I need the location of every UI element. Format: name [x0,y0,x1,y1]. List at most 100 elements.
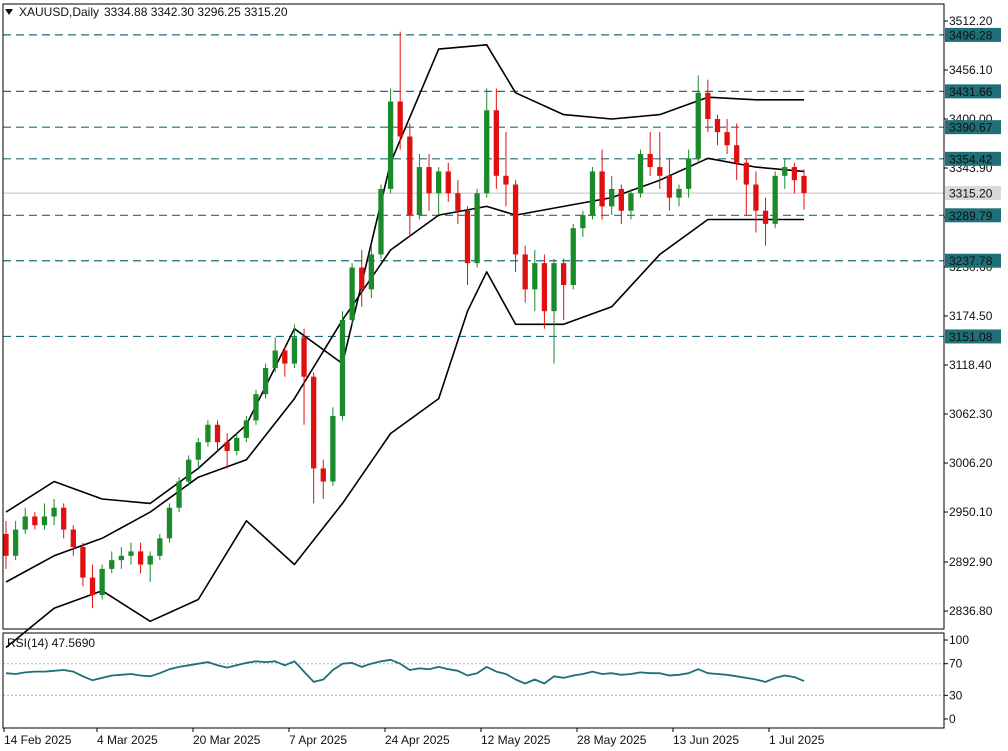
candle[interactable] [397,31,403,150]
candle[interactable] [445,162,451,203]
candle[interactable] [416,153,423,220]
candle[interactable] [666,158,673,211]
candle[interactable] [186,455,192,486]
candle[interactable] [512,180,519,272]
candle[interactable] [291,324,298,368]
candle[interactable] [637,149,644,198]
candle[interactable] [272,337,278,373]
candle[interactable] [762,197,769,246]
candle[interactable] [772,171,778,229]
candle[interactable] [51,499,57,526]
candle[interactable] [224,433,230,469]
candle[interactable] [609,175,615,216]
candle-body [99,568,105,596]
candle[interactable] [109,551,115,574]
candle[interactable] [205,420,211,447]
candle-body [484,110,490,194]
candle[interactable] [484,88,490,198]
candle-body [22,516,28,530]
candle[interactable] [734,123,740,181]
candle-body [157,538,163,556]
candle[interactable] [80,542,86,587]
candle[interactable] [214,420,221,451]
candle[interactable] [387,88,394,194]
candle[interactable] [532,250,538,312]
candle[interactable] [426,153,432,211]
candle[interactable] [522,245,528,303]
candle[interactable] [580,210,586,237]
candle[interactable] [714,114,721,146]
candle[interactable] [99,564,105,600]
candle[interactable] [3,520,9,569]
dropdown-triangle-icon[interactable] [5,9,13,15]
candle[interactable] [368,245,374,299]
candle[interactable] [657,132,663,189]
candle[interactable] [22,507,28,534]
candle[interactable] [89,564,96,609]
candle[interactable] [378,184,384,259]
candle[interactable] [436,167,442,216]
candle[interactable] [137,542,144,574]
candle[interactable] [128,542,134,565]
candle[interactable] [195,437,201,469]
candle[interactable] [503,132,509,207]
candle[interactable] [262,363,269,399]
candle[interactable] [676,184,682,207]
candle-body [782,167,788,176]
candle[interactable] [234,433,240,456]
candle[interactable] [301,328,307,425]
candle-body [368,254,374,290]
candle[interactable] [628,188,634,220]
candle[interactable] [166,503,173,543]
candle[interactable] [695,75,701,163]
candle[interactable] [493,88,499,189]
candle[interactable] [41,503,48,530]
candle[interactable] [359,250,365,307]
candle[interactable] [157,533,163,561]
candle[interactable] [685,149,692,198]
candle-body [311,376,317,469]
candle[interactable] [599,149,605,220]
candle[interactable] [474,188,480,268]
candle[interactable] [551,258,557,364]
candle[interactable] [743,158,749,216]
candle[interactable] [589,167,596,220]
candle[interactable] [339,311,346,421]
candle-body [685,158,692,189]
candle[interactable] [282,346,288,377]
candle-body [416,167,423,216]
candle[interactable] [570,223,576,290]
candle[interactable] [70,525,76,556]
price-tick-label: 2892.90 [949,555,993,569]
candle[interactable] [253,389,259,425]
candle[interactable] [455,180,461,224]
candle[interactable] [320,459,326,500]
candle[interactable] [753,171,759,233]
candle[interactable] [464,206,471,285]
candle[interactable] [243,416,250,443]
candle[interactable] [560,258,567,320]
level-label: 3431.66 [949,85,993,99]
candle[interactable] [12,520,19,561]
price-tick-label: 3006.20 [949,456,993,470]
candle[interactable] [647,132,653,176]
candle[interactable] [705,79,711,133]
candle[interactable] [349,263,355,325]
candle-body [599,171,605,207]
candle[interactable] [311,372,317,504]
candle[interactable] [618,184,624,224]
candle[interactable] [330,407,336,486]
candle[interactable] [801,169,807,210]
candle-body [3,533,9,556]
candle[interactable] [407,123,413,237]
candle[interactable] [176,477,182,513]
candle[interactable] [118,547,125,569]
candle[interactable] [32,512,38,530]
candle[interactable] [61,503,67,539]
candle[interactable] [782,158,788,189]
candle[interactable] [724,119,730,154]
candle[interactable] [147,551,153,582]
candle[interactable] [541,254,548,329]
level-label: 3390.67 [949,121,993,135]
candle[interactable] [791,162,798,194]
